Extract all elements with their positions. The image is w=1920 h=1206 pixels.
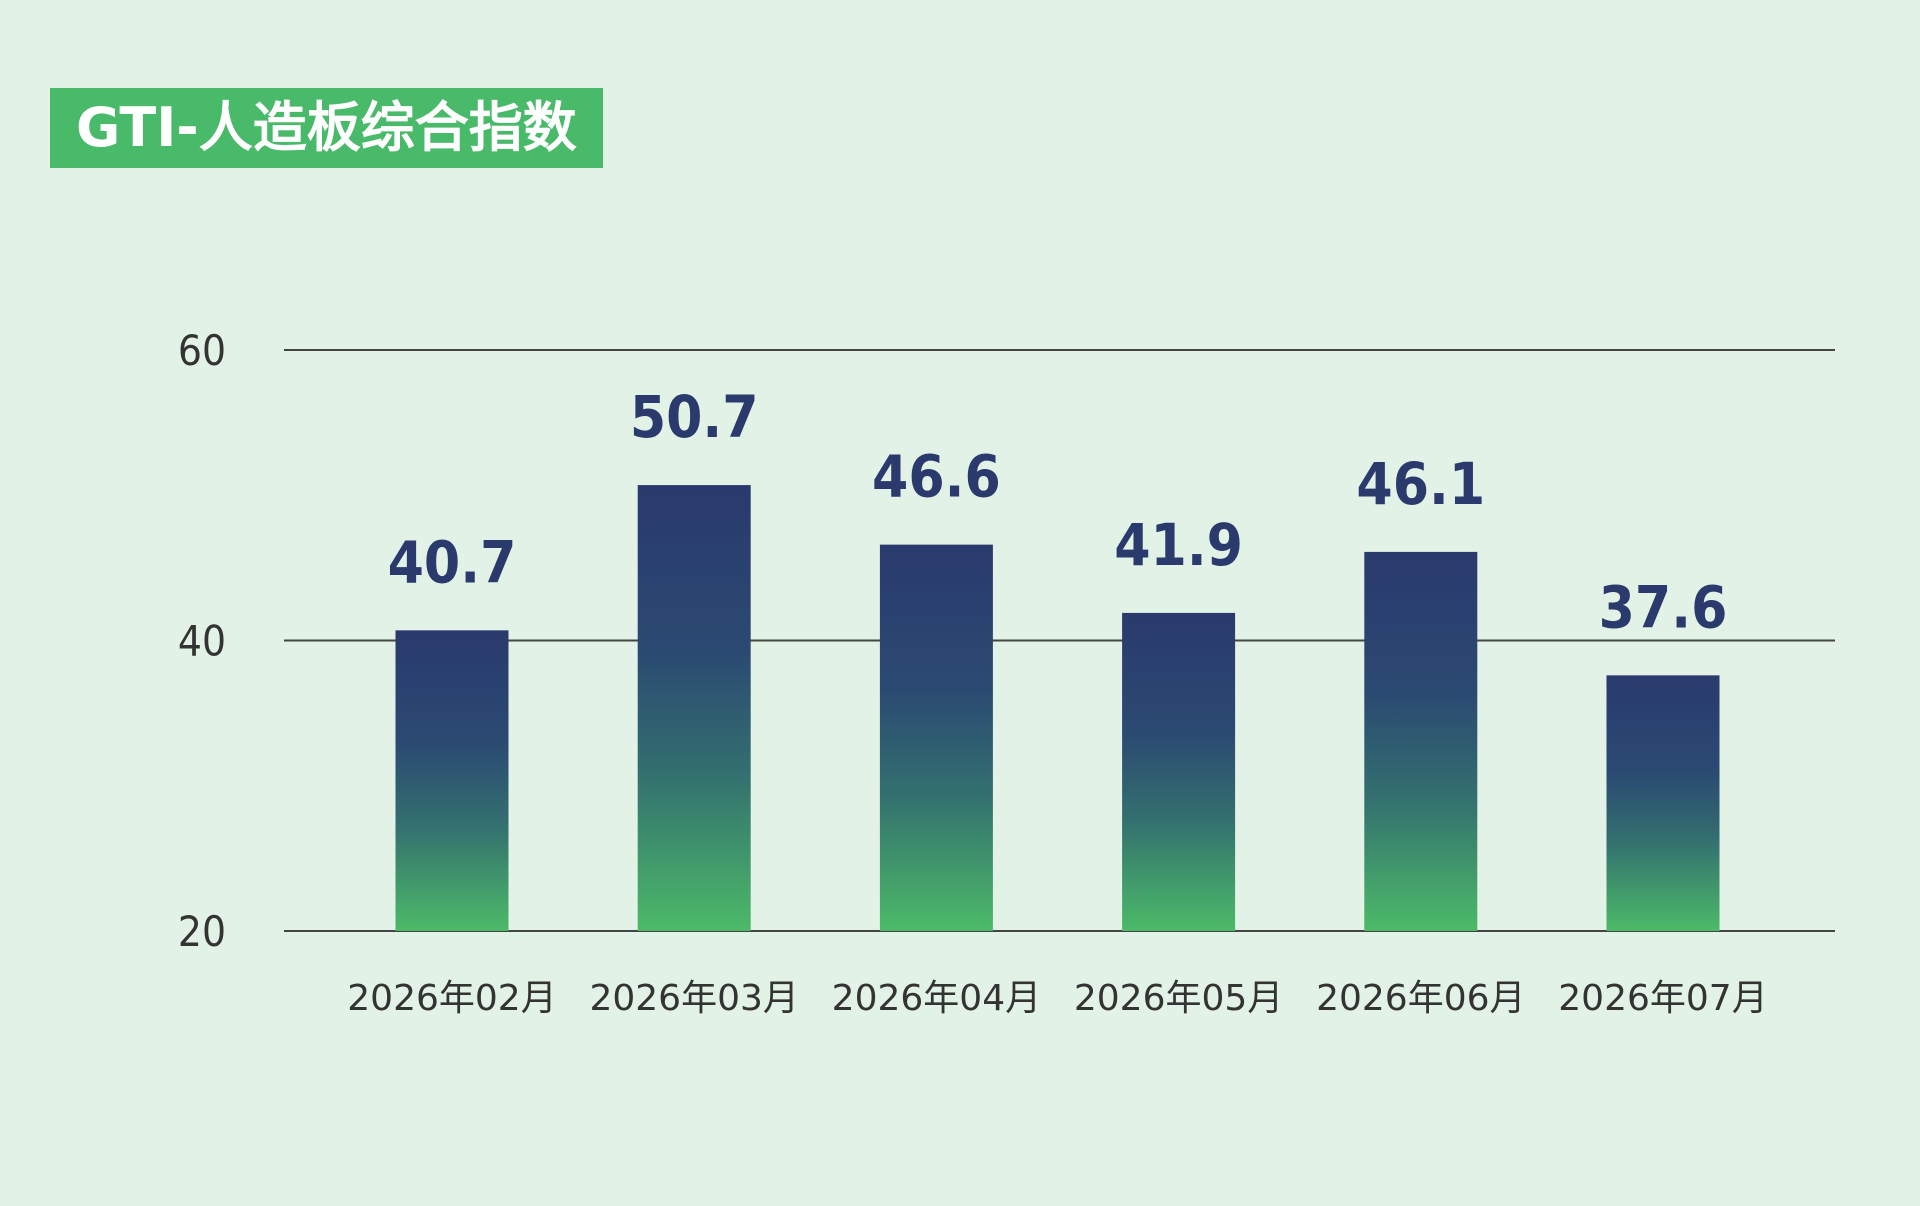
bar-4 [1122,612,1236,931]
bar-3 [879,544,993,931]
gridlines [284,349,1835,932]
chart-title: GTI-人造板综合指数 [50,88,603,168]
data-label: 41.9 [1114,511,1243,579]
data-label: 37.6 [1599,573,1728,641]
x-tick-label: 2026年04月 [832,978,1041,1019]
labels: 20 40 60 40.7 2026年02月 50.7 2026年03月 46.6 2026年0… [178,326,1768,1019]
bars [395,485,1720,931]
x-tick-label: 2026年07月 [1558,978,1767,1019]
y-tick-label: 40 [178,617,226,666]
x-tick-label: 2026年06月 [1316,978,1525,1019]
bar-6 [1606,675,1720,931]
x-tick-label: 2026年03月 [589,978,798,1019]
bar-5 [1364,551,1478,931]
x-tick-label: 2026年05月 [1074,978,1283,1019]
x-tick-label: 2026年02月 [347,978,556,1019]
y-tick-label: 60 [178,326,226,375]
bar-1 [395,630,509,931]
y-tick-label: 20 [178,907,226,956]
data-label: 40.7 [388,528,517,596]
data-label: 46.6 [872,443,1001,511]
bar-2 [637,485,751,931]
data-label: 50.7 [630,383,759,451]
data-label: 46.1 [1356,450,1485,518]
